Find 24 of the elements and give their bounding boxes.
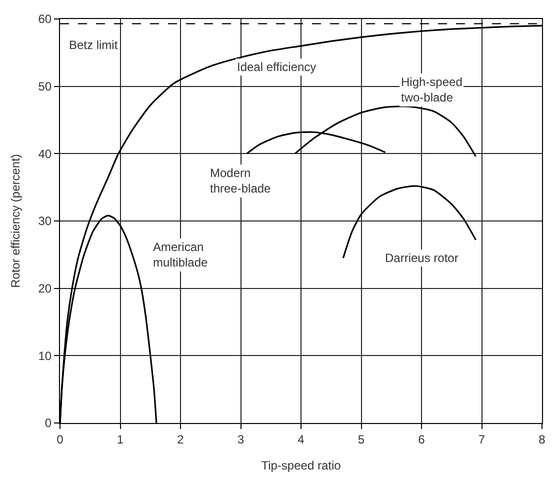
x-tick-label: 1 <box>116 432 124 446</box>
x-axis-title: Tip-speed ratio <box>261 458 342 472</box>
x-tick-label: 3 <box>237 432 244 446</box>
annotation: Darrieus rotor <box>385 251 458 265</box>
x-tick-label: 5 <box>358 432 365 446</box>
x-tick-label: 4 <box>298 432 305 446</box>
annotation: American multiblade <box>153 240 208 270</box>
x-tick-label: 7 <box>478 432 486 446</box>
annotation: Modern three-blade <box>210 166 272 196</box>
y-tick-label: 0 <box>44 416 52 430</box>
y-tick-label: 40 <box>38 146 52 161</box>
x-tick-label: 8 <box>538 432 546 446</box>
y-tick-label: 60 <box>38 12 52 26</box>
y-tick-label: 50 <box>38 80 52 94</box>
x-tick-label: 0 <box>56 432 64 446</box>
y-tick-label: 30 <box>38 214 52 228</box>
annotation: Ideal efficiency <box>237 60 316 74</box>
x-tick-label: 6 <box>418 432 426 446</box>
ref-line-label: Betz limit <box>69 38 118 52</box>
y-axis-title: Rotor efficiency (percent) <box>8 154 23 288</box>
x-tick-label: 2 <box>177 432 184 446</box>
y-tick-label: 10 <box>38 348 52 363</box>
annotation: High-speed two-blade <box>401 75 462 105</box>
y-tick-label: 20 <box>38 282 52 296</box>
